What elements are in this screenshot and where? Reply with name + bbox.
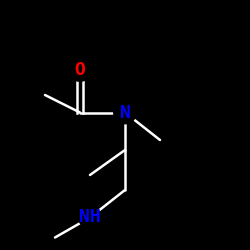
Circle shape <box>114 101 136 124</box>
Text: NH: NH <box>79 208 101 226</box>
Circle shape <box>79 206 101 229</box>
Text: N: N <box>120 104 130 122</box>
Text: O: O <box>74 61 86 79</box>
Circle shape <box>69 59 91 81</box>
